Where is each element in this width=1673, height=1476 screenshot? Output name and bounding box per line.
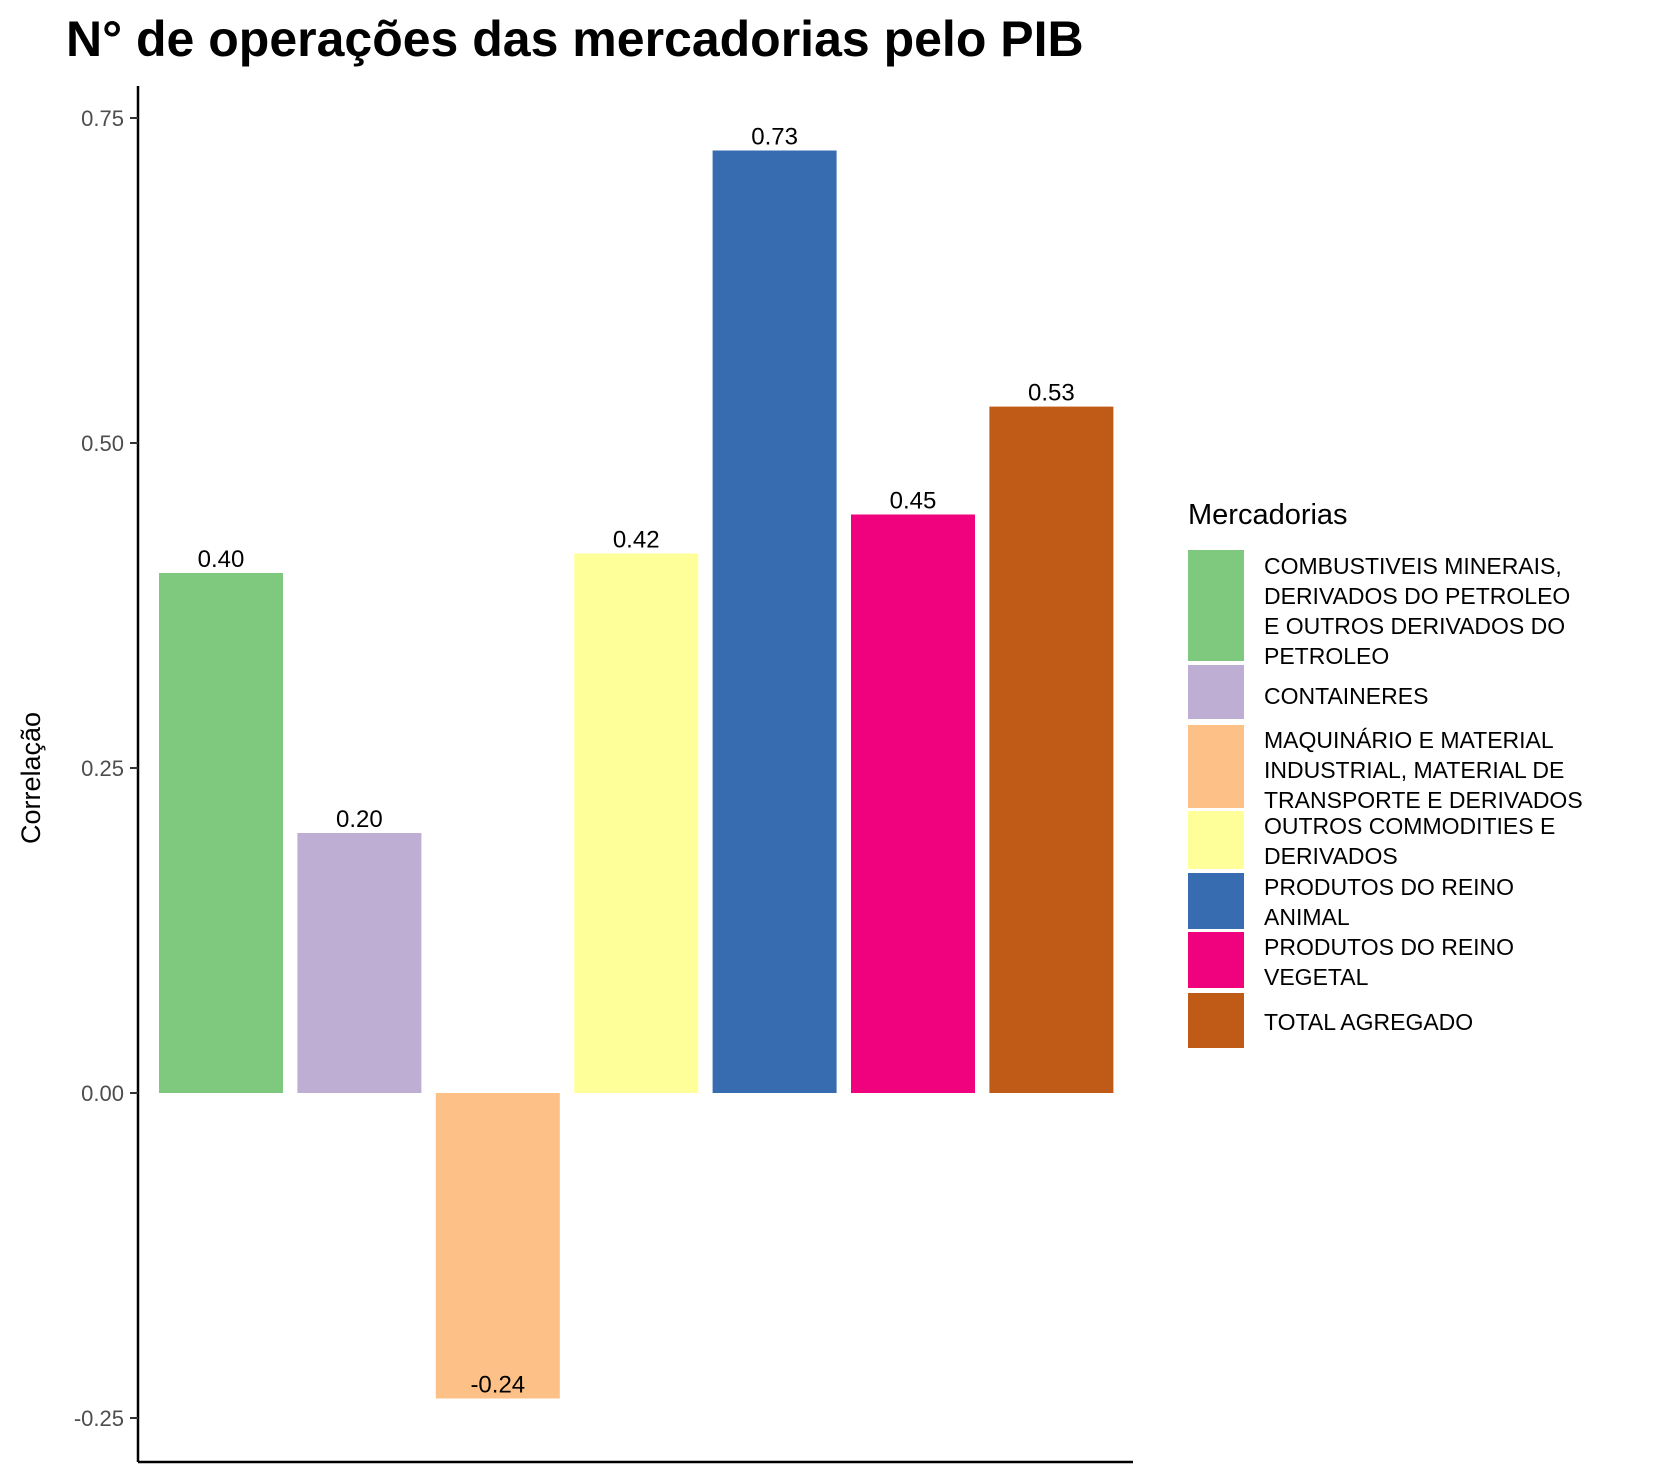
bars: [159, 150, 1114, 1399]
bar: [297, 833, 422, 1093]
legend-swatch: [1188, 811, 1244, 869]
bar: [435, 1093, 560, 1399]
y-tick-label: -0.25: [74, 1406, 124, 1431]
legend-item: PRODUTOS DO REINO ANIMAL: [1188, 873, 1514, 930]
legend-label: DERIVADOS DO PETROLEO: [1264, 583, 1570, 609]
bar: [574, 553, 699, 1093]
legend-swatch: [1188, 550, 1244, 661]
bar: [989, 406, 1114, 1094]
bar: [851, 514, 975, 1093]
bar-value-label: 0.20: [336, 806, 383, 833]
legend-swatch: [1188, 993, 1244, 1048]
legend-swatch: [1188, 665, 1244, 719]
legend-item: PRODUTOS DO REINO VEGETAL: [1188, 932, 1514, 990]
bar-value-label: 0.53: [1028, 380, 1075, 407]
legend-label: PETROLEO: [1264, 643, 1389, 669]
y-tick-label: 0.00: [81, 1081, 124, 1106]
legend-item: COMBUSTIVEIS MINERAIS, DERIVADOS DO PETRO…: [1188, 550, 1570, 669]
bar-value-labels: 0.40 0.20 -0.24 0.42 0.73 0.45 0.53: [198, 124, 1075, 1399]
legend-label: COMBUSTIVEIS MINERAIS,: [1264, 553, 1562, 579]
legend-swatch: [1188, 932, 1244, 988]
legend-swatch: [1188, 725, 1244, 808]
legend-label: PRODUTOS DO REINO: [1264, 874, 1514, 900]
bar: [159, 573, 283, 1093]
bar-value-label: 0.73: [751, 124, 798, 151]
legend-item: CONTAINERES: [1188, 665, 1428, 719]
y-axis-label: Correlação: [16, 712, 46, 844]
legend-label: DERIVADOS: [1264, 843, 1398, 869]
bar-value-label: -0.24: [470, 1372, 525, 1399]
legend-item: MAQUINÁRIO E MATERIAL INDUSTRIAL, MATERIA…: [1188, 725, 1583, 813]
legend-title: Mercadorias: [1188, 499, 1348, 531]
legend-label: MAQUINÁRIO E MATERIAL: [1264, 727, 1554, 753]
legend-label: INDUSTRIAL, MATERIAL DE: [1264, 757, 1564, 783]
legend-item: TOTAL AGREGADO: [1188, 993, 1473, 1048]
y-tick-label: 0.75: [81, 106, 124, 131]
legend-label: CONTAINERES: [1264, 683, 1428, 709]
legend-label: OUTROS COMMODITIES E: [1264, 813, 1555, 839]
legend: Mercadorias COMBUSTIVEIS MINERAIS, DERIVA…: [1188, 499, 1583, 1048]
legend-label: VEGETAL: [1264, 964, 1369, 990]
legend-label: TRANSPORTE E DERIVADOS: [1264, 787, 1583, 813]
bar-value-label: 0.40: [198, 546, 245, 573]
legend-swatch: [1188, 873, 1244, 929]
bar-value-label: 0.42: [613, 527, 660, 554]
bar-value-label: 0.45: [890, 488, 937, 515]
chart-title: N° de operações das mercadorias pelo PIB: [66, 11, 1084, 67]
legend-label: TOTAL AGREGADO: [1264, 1009, 1473, 1035]
y-tick-label: 0.50: [81, 431, 124, 456]
y-axis: -0.25 0.00 0.25 0.50 0.75: [74, 86, 140, 1462]
bar: [712, 150, 837, 1093]
legend-label: ANIMAL: [1264, 904, 1350, 930]
legend-label: E OUTROS DERIVADOS DO: [1264, 613, 1565, 639]
y-tick-label: 0.25: [81, 756, 124, 781]
legend-item: OUTROS COMMODITIES E DERIVADOS: [1188, 811, 1555, 869]
legend-label: PRODUTOS DO REINO: [1264, 934, 1514, 960]
